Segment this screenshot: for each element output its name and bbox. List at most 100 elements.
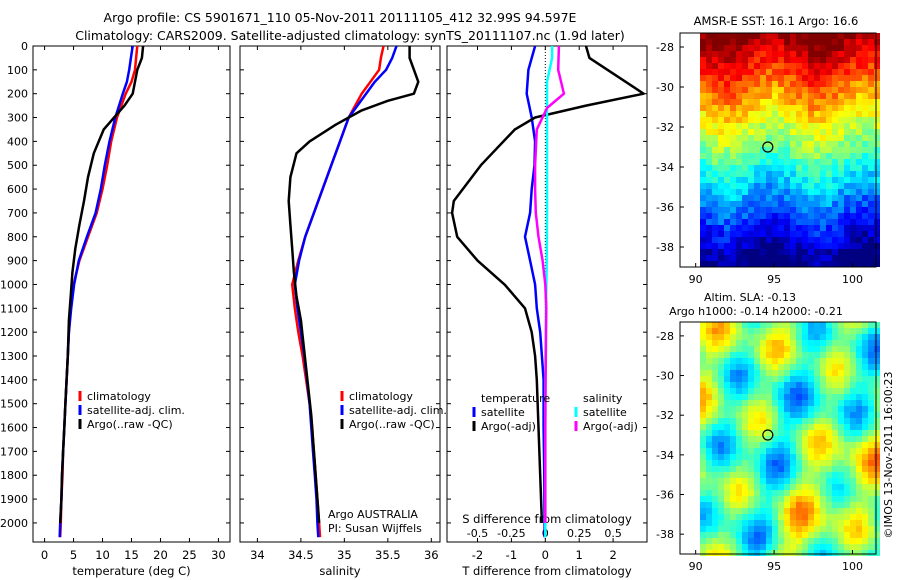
map-cell [718,442,724,448]
map-cell [736,69,742,75]
map-cell [850,51,856,57]
map-cell [778,412,784,418]
map-cell [730,135,736,141]
map-cell [760,508,766,514]
map-cell [808,538,814,544]
map-cell [796,424,802,430]
map-cell [838,484,844,490]
map-cell [850,532,856,538]
map-cell [868,538,874,544]
map-cell [814,508,820,514]
map-cell [790,478,796,484]
map-cell [796,334,802,340]
legend-title: temperature [481,392,550,405]
map-cell [778,231,784,237]
map-cell [868,478,874,484]
map-cell [724,237,730,243]
y-tick-label: 1800 [0,469,28,482]
map-cell [862,442,868,448]
map-cell [766,370,772,376]
map-cell [850,255,856,261]
map-cell [826,430,832,436]
map-cell [730,502,736,508]
map-cell [850,490,856,496]
map-cell [844,460,850,466]
map-cell [832,544,838,550]
x-tick-label: 36 [424,548,439,562]
map-cell [706,406,712,412]
map-cell [808,454,814,460]
y-tick-label: 1900 [0,493,28,506]
map-cell [760,249,766,255]
map-cell [856,159,862,165]
map-cell [778,526,784,532]
sla-map: Altim. SLA: -0.13 Argo h1000: -0.14 h200… [656,291,880,573]
map-cell [874,328,880,334]
map-cell [868,550,874,556]
map-cell [796,508,802,514]
map-cell [820,243,826,249]
map-cell [814,364,820,370]
map-cell [802,51,808,57]
map-cell [700,466,706,472]
map-cell [718,45,724,51]
map-cell [736,45,742,51]
map-cell [712,69,718,75]
map-cell [790,243,796,249]
map-cell [742,484,748,490]
map-cell [874,117,880,123]
map-cell [730,340,736,346]
map-cell [814,424,820,430]
map-cell [838,352,844,358]
map-cell [802,334,808,340]
map-cell [742,99,748,105]
map-cell [730,237,736,243]
map-cell [724,111,730,117]
map-cell [718,183,724,189]
map-cell [748,111,754,117]
map-cell [814,466,820,472]
map-cell [712,430,718,436]
map-cell [736,334,742,340]
map-cell [832,442,838,448]
map-cell [712,490,718,496]
map-cell [712,412,718,418]
map-cell [832,63,838,69]
map-cell [868,99,874,105]
map-cell [862,99,868,105]
map-cell [820,57,826,63]
map-cell [754,322,760,328]
map-cell [778,249,784,255]
map-cell [844,147,850,153]
map-cell [748,418,754,424]
map-cell [712,526,718,532]
map-cell [796,207,802,213]
map-cell [772,388,778,394]
map-cell [748,87,754,93]
map-cell [724,394,730,400]
map-cell [718,87,724,93]
map-cell [838,382,844,388]
top-tick-label: -0.25 [497,527,525,540]
map-cell [820,532,826,538]
x-tick-label: 5 [70,548,77,562]
map-cell [724,544,730,550]
map-cell [748,261,754,267]
map-cell [850,496,856,502]
map-cell [832,75,838,81]
map-cell [772,496,778,502]
map-cell [850,478,856,484]
map-cell [874,472,880,478]
map-cell [724,472,730,478]
map-cell [736,213,742,219]
map-cell [868,219,874,225]
map-cell [868,358,874,364]
map-cell [730,57,736,63]
map-cell [808,322,814,328]
map-cell [772,340,778,346]
map-cell [742,75,748,81]
map-cell [718,243,724,249]
map-cell [784,538,790,544]
map-cell [718,400,724,406]
map-cell [844,165,850,171]
